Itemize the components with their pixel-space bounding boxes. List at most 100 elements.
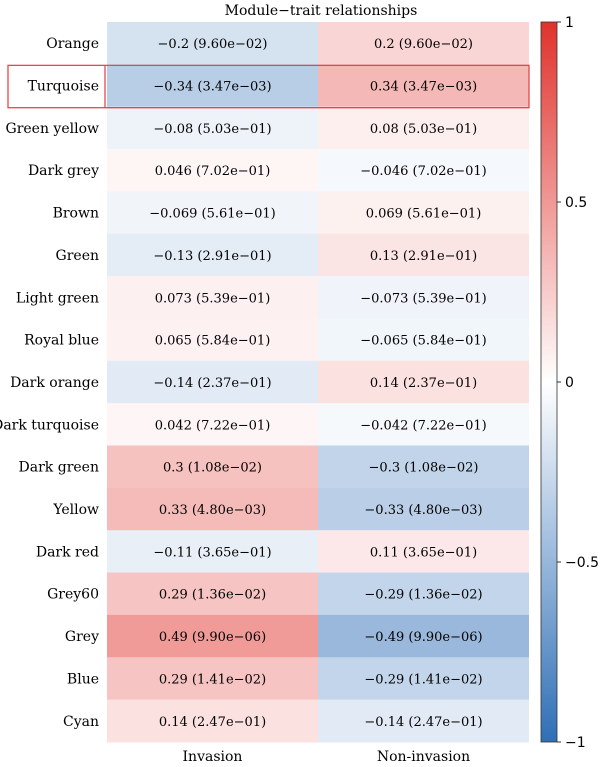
heatmap-cell bbox=[107, 64, 318, 108]
cell-label: 0.34 (3.47e−03) bbox=[370, 80, 477, 95]
row-label: Dark turquoise bbox=[0, 417, 99, 433]
cell-label: 0.11 (3.65e−01) bbox=[370, 545, 477, 560]
cell-label: 0.2 (9.60e−02) bbox=[374, 37, 473, 52]
cell-label: 0.29 (1.41e−02) bbox=[159, 672, 266, 687]
row-label: Light green bbox=[16, 290, 99, 306]
cell-label: 0.3 (1.08e−02) bbox=[163, 461, 262, 476]
row-label: Dark orange bbox=[10, 375, 99, 391]
row-label: Turquoise bbox=[28, 79, 99, 95]
heatmap-cell bbox=[107, 445, 318, 489]
row-label: Green yellow bbox=[6, 121, 99, 137]
cell-label: 0.08 (5.03e−01) bbox=[370, 122, 477, 137]
row-label: Grey bbox=[65, 629, 99, 645]
colorbar-tick-label: −1 bbox=[565, 735, 586, 751]
heatmap-cell bbox=[318, 572, 529, 616]
cell-label: 0.069 (5.61e−01) bbox=[366, 207, 482, 222]
cell-label: −0.046 (7.02e−01) bbox=[360, 164, 486, 179]
row-label: Green bbox=[56, 248, 99, 264]
cell-label: 0.49 (9.90e−06) bbox=[159, 630, 266, 645]
cell-label: −0.29 (1.41e−02) bbox=[364, 672, 482, 687]
colorbar-tick-label: 1 bbox=[565, 15, 574, 31]
row-label: Dark red bbox=[36, 544, 99, 560]
heatmap-cell bbox=[318, 191, 529, 235]
cell-label: 0.33 (4.80e−03) bbox=[159, 503, 266, 518]
heatmap-cell bbox=[318, 22, 529, 65]
heatmap-cell bbox=[318, 657, 529, 701]
cell-label: −0.13 (2.91e−01) bbox=[153, 249, 271, 264]
cell-label: 0.073 (5.39e−01) bbox=[155, 291, 271, 306]
colorbar-tick-label: 0.5 bbox=[565, 195, 587, 211]
cell-label: 0.14 (2.37e−01) bbox=[370, 376, 477, 391]
heatmap-cell bbox=[107, 572, 318, 616]
row-label: Brown bbox=[53, 206, 99, 222]
cell-label: 0.042 (7.22e−01) bbox=[155, 418, 271, 433]
row-label: Yellow bbox=[52, 502, 99, 518]
heatmap-cell bbox=[318, 64, 529, 108]
heatmap-cell bbox=[318, 614, 529, 658]
colorbar-ticks: 1 0.5 0 −0.5 −1 bbox=[557, 15, 599, 751]
heatmap-cell bbox=[107, 276, 318, 319]
heatmap-cell bbox=[107, 318, 318, 362]
cell-label: −0.29 (1.36e−02) bbox=[364, 588, 482, 603]
heatmap-cell bbox=[318, 233, 529, 277]
cell-label: −0.11 (3.65e−01) bbox=[153, 545, 271, 560]
heatmap-cell bbox=[318, 149, 529, 192]
heatmap-cell bbox=[107, 657, 318, 701]
cell-label: −0.14 (2.37e−01) bbox=[153, 376, 271, 391]
heatmap-cell bbox=[318, 445, 529, 489]
cell-label: −0.14 (2.47e−01) bbox=[364, 715, 482, 730]
heatmap-cell bbox=[318, 106, 529, 150]
cell-label: −0.34 (3.47e−03) bbox=[153, 80, 271, 95]
cell-label: −0.08 (5.03e−01) bbox=[153, 122, 271, 137]
row-labels: Orange Turquoise Green yellow Dark grey Brow… bbox=[0, 36, 99, 730]
highlight-box bbox=[7, 64, 530, 109]
cell-label: 0.046 (7.02e−01) bbox=[155, 164, 271, 179]
heatmap-cell bbox=[107, 530, 318, 574]
cell-label: −0.33 (4.80e−03) bbox=[364, 503, 482, 518]
row-label: Royal blue bbox=[24, 333, 99, 349]
cell-label: −0.3 (1.08e−02) bbox=[369, 461, 479, 476]
cell-label: −0.073 (5.39e−01) bbox=[360, 291, 486, 306]
heatmap-cell bbox=[318, 487, 529, 531]
cell-label: −0.069 (5.61e−01) bbox=[149, 207, 275, 222]
column-label: Invasion bbox=[183, 749, 243, 765]
colorbar-tick-label: 0 bbox=[565, 375, 574, 391]
cell-label: 0.065 (5.84e−01) bbox=[155, 334, 271, 349]
heatmap-cells: −0.2 (9.60e−02) 0.2 (9.60e−02) −0.34 (3.47… bbox=[107, 22, 529, 743]
colorbar-gradient bbox=[540, 21, 558, 743]
column-label: Non-invasion bbox=[377, 749, 470, 765]
cell-label: −0.065 (5.84e−01) bbox=[360, 334, 486, 349]
heatmap-cell bbox=[107, 191, 318, 235]
heatmap-cell bbox=[107, 106, 318, 150]
row-label: Dark grey bbox=[28, 163, 99, 179]
chart-title: Module−trait relationships bbox=[225, 3, 418, 19]
highlight-label-box bbox=[7, 64, 106, 109]
heatmap-cell bbox=[318, 699, 529, 743]
heatmap-cell bbox=[107, 149, 318, 192]
row-label: Blue bbox=[67, 671, 99, 687]
heatmap-cell bbox=[107, 614, 318, 658]
highlight-row-box bbox=[105, 64, 530, 109]
heatmap-cell bbox=[107, 22, 318, 65]
cell-label: 0.13 (2.91e−01) bbox=[370, 249, 477, 264]
heatmap-cell bbox=[318, 318, 529, 362]
heatmap-cell bbox=[318, 360, 529, 404]
row-label: Cyan bbox=[63, 714, 99, 730]
colorbar: 1 0.5 0 −0.5 −1 bbox=[540, 15, 599, 751]
cell-label: −0.2 (9.60e−02) bbox=[158, 37, 268, 52]
cell-label: 0.29 (1.36e−02) bbox=[159, 588, 266, 603]
cell-label: −0.042 (7.22e−01) bbox=[360, 418, 486, 433]
heatmap-cell bbox=[107, 403, 318, 446]
heatmap-cell bbox=[318, 276, 529, 319]
cell-label: −0.49 (9.90e−06) bbox=[364, 630, 482, 645]
heatmap-cell bbox=[318, 403, 529, 446]
heatmap-cell bbox=[318, 530, 529, 574]
heatmap-cell bbox=[107, 233, 318, 277]
heatmap-cell bbox=[107, 487, 318, 531]
cell-label: 0.14 (2.47e−01) bbox=[159, 715, 266, 730]
row-label: Dark green bbox=[19, 460, 99, 476]
column-labels: Invasion Non-invasion bbox=[183, 749, 471, 765]
heatmap-cell bbox=[107, 699, 318, 743]
row-label: Grey60 bbox=[47, 587, 99, 603]
